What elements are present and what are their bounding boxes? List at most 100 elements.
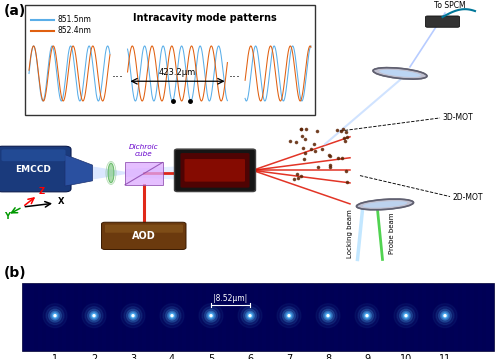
- Circle shape: [199, 304, 223, 328]
- Point: [343, 180, 351, 185]
- Circle shape: [443, 314, 447, 317]
- Text: (b): (b): [4, 266, 26, 280]
- Circle shape: [319, 307, 337, 325]
- Text: 7: 7: [286, 354, 292, 359]
- FancyBboxPatch shape: [125, 163, 162, 185]
- Point: [290, 176, 298, 182]
- Circle shape: [208, 313, 214, 319]
- Circle shape: [166, 309, 178, 322]
- Circle shape: [444, 315, 446, 317]
- Point: [326, 162, 334, 168]
- Point: [310, 141, 318, 147]
- Circle shape: [247, 313, 253, 319]
- Circle shape: [163, 307, 181, 325]
- Circle shape: [405, 315, 407, 317]
- Circle shape: [360, 309, 374, 322]
- Bar: [358, 283, 362, 351]
- Bar: [270, 283, 274, 351]
- Point: [294, 175, 302, 181]
- Bar: [126, 283, 130, 351]
- Bar: [110, 283, 114, 351]
- Circle shape: [326, 314, 330, 317]
- Text: 5: 5: [208, 354, 214, 359]
- Bar: [54, 283, 58, 351]
- Circle shape: [91, 313, 97, 319]
- Text: 8: 8: [325, 354, 331, 359]
- FancyBboxPatch shape: [105, 225, 183, 233]
- Point: [313, 128, 321, 134]
- Point: [311, 148, 319, 154]
- Ellipse shape: [362, 201, 408, 208]
- Polygon shape: [125, 167, 178, 180]
- Bar: [158, 283, 162, 351]
- Circle shape: [358, 307, 376, 325]
- Text: Locking beam: Locking beam: [347, 209, 353, 258]
- Bar: [142, 283, 146, 351]
- Point: [302, 150, 310, 155]
- Point: [334, 155, 342, 161]
- Bar: [182, 283, 186, 351]
- Bar: [398, 283, 402, 351]
- Bar: [230, 283, 234, 351]
- Text: 3: 3: [130, 354, 136, 359]
- Point: [300, 157, 308, 162]
- Point: [338, 128, 345, 134]
- Bar: [438, 283, 442, 351]
- Point: [340, 136, 348, 141]
- Bar: [326, 283, 330, 351]
- Point: [314, 164, 322, 170]
- Circle shape: [124, 307, 142, 325]
- Circle shape: [209, 314, 213, 317]
- Text: 851.5nm: 851.5nm: [57, 15, 91, 24]
- Circle shape: [440, 311, 450, 320]
- Text: 4: 4: [169, 354, 175, 359]
- Bar: [390, 283, 394, 351]
- Circle shape: [160, 304, 184, 328]
- Circle shape: [362, 311, 372, 320]
- Circle shape: [244, 309, 256, 322]
- Circle shape: [130, 313, 136, 319]
- Circle shape: [282, 309, 296, 322]
- FancyBboxPatch shape: [180, 153, 250, 188]
- Circle shape: [288, 315, 290, 317]
- Bar: [222, 283, 226, 351]
- FancyBboxPatch shape: [174, 149, 256, 192]
- Bar: [262, 283, 266, 351]
- Circle shape: [168, 311, 176, 320]
- Point: [298, 126, 306, 132]
- Ellipse shape: [373, 67, 427, 79]
- Bar: [86, 283, 90, 351]
- Bar: [382, 283, 386, 351]
- Circle shape: [92, 314, 96, 317]
- Point: [342, 168, 349, 173]
- Circle shape: [442, 313, 448, 319]
- Circle shape: [248, 314, 252, 317]
- FancyBboxPatch shape: [184, 159, 245, 182]
- Text: EMCCD: EMCCD: [16, 164, 52, 173]
- Point: [332, 127, 340, 133]
- Circle shape: [52, 313, 58, 319]
- Circle shape: [403, 313, 409, 319]
- Circle shape: [50, 311, 59, 320]
- Circle shape: [355, 304, 379, 328]
- Bar: [190, 283, 194, 351]
- Circle shape: [82, 304, 106, 328]
- Point: [307, 146, 315, 152]
- Text: 2D-MOT: 2D-MOT: [452, 194, 483, 202]
- Point: [298, 126, 306, 132]
- Bar: [278, 283, 282, 351]
- Circle shape: [93, 315, 95, 317]
- Circle shape: [85, 307, 103, 325]
- Bar: [46, 283, 50, 351]
- Text: 11: 11: [439, 354, 451, 359]
- Circle shape: [364, 313, 370, 319]
- Circle shape: [324, 311, 332, 320]
- Circle shape: [246, 311, 254, 320]
- Text: ...: ...: [229, 67, 241, 80]
- Bar: [94, 283, 98, 351]
- Bar: [342, 283, 346, 351]
- Point: [301, 136, 309, 142]
- Bar: [174, 283, 178, 351]
- Text: 6: 6: [247, 354, 253, 359]
- Text: 1: 1: [52, 354, 58, 359]
